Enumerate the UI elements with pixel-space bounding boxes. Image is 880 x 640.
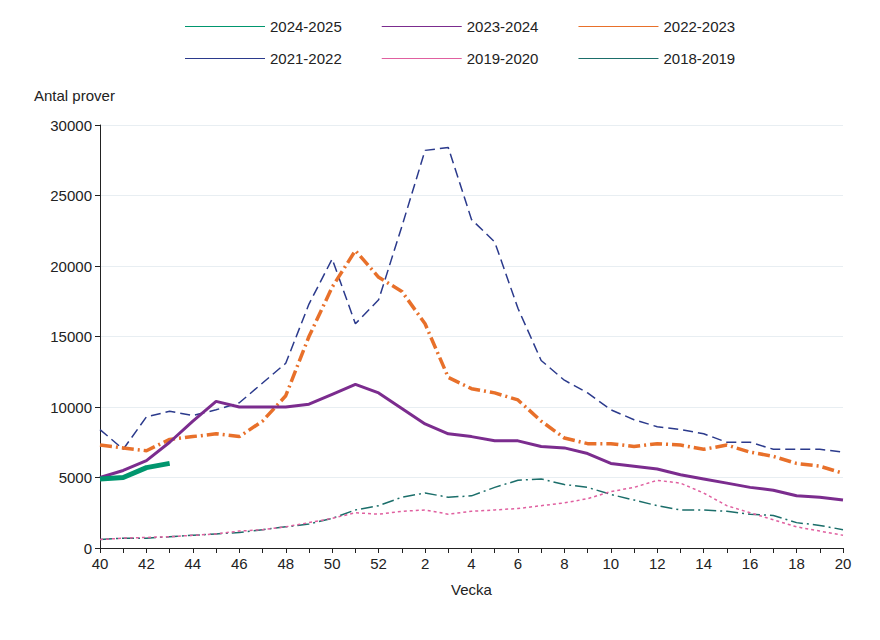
svg-text:48: 48 [277, 555, 294, 572]
svg-text:10000: 10000 [50, 399, 92, 416]
svg-text:2022-2023: 2022-2023 [663, 18, 735, 35]
svg-text:14: 14 [695, 555, 712, 572]
svg-text:8: 8 [560, 555, 568, 572]
svg-text:20000: 20000 [50, 258, 92, 275]
svg-text:2021-2022: 2021-2022 [270, 50, 342, 67]
svg-text:2018-2019: 2018-2019 [663, 50, 735, 67]
svg-text:6: 6 [514, 555, 522, 572]
svg-text:2019-2020: 2019-2020 [467, 50, 539, 67]
svg-text:46: 46 [231, 555, 248, 572]
svg-text:20: 20 [835, 555, 852, 572]
svg-text:52: 52 [370, 555, 387, 572]
svg-text:4: 4 [467, 555, 475, 572]
svg-text:10: 10 [602, 555, 619, 572]
svg-text:12: 12 [649, 555, 666, 572]
svg-text:44: 44 [185, 555, 202, 572]
svg-text:2: 2 [421, 555, 429, 572]
svg-text:50: 50 [324, 555, 341, 572]
svg-text:15000: 15000 [50, 328, 92, 345]
svg-text:25000: 25000 [50, 187, 92, 204]
svg-text:0: 0 [84, 540, 92, 557]
svg-text:Antal prover: Antal prover [34, 87, 115, 104]
svg-text:42: 42 [138, 555, 155, 572]
svg-text:Vecka: Vecka [451, 581, 493, 598]
svg-text:5000: 5000 [59, 469, 92, 486]
svg-text:2023-2024: 2023-2024 [467, 18, 539, 35]
svg-text:40: 40 [92, 555, 109, 572]
svg-text:16: 16 [742, 555, 759, 572]
svg-text:18: 18 [788, 555, 805, 572]
svg-text:30000: 30000 [50, 117, 92, 134]
svg-text:2024-2025: 2024-2025 [270, 18, 342, 35]
